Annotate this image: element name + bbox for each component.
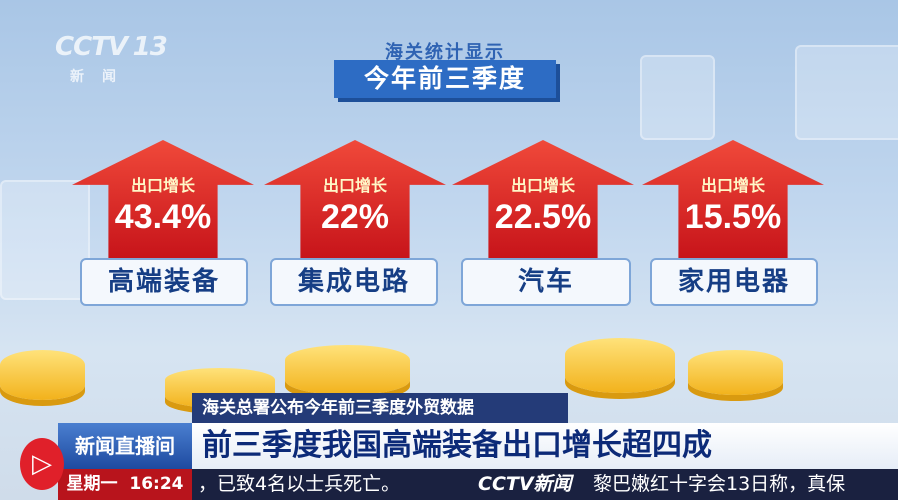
category-label: 家用电器 [650,258,818,306]
category-label: 集成电路 [270,258,438,306]
day: 星期一 [66,474,118,494]
arrow-value: 22% [320,198,390,236]
arrow-caption: 出口增长 [700,176,765,195]
bg-panel [795,45,898,140]
ticker-text: 黎巴嫩红十字会13日称，真保 [593,473,846,495]
ticker-brand-logo: CCTV新闻 [478,473,572,495]
arrow-caption: 出口增长 [130,176,195,195]
coin-stack [285,345,410,395]
arrow-value: 15.5% [684,198,782,236]
header-subtitle: 海关统计显示 [385,42,505,63]
arrow-caption: 出口增长 [322,176,387,195]
arrow-value: 43.4% [114,198,212,236]
arrow-item-2: 出口增长 22% [264,140,446,258]
program-name: 新闻直播间 [58,423,192,469]
arrow-item-3: 出口增长 22.5% [452,140,634,258]
channel-name: 新闻 [70,69,134,85]
category-label: 高端装备 [80,258,248,306]
play-logo-icon: ▷ [20,438,64,490]
arrow-item-4: 出口增长 15.5% [642,140,824,258]
coin-stack [0,350,85,400]
news-ticker: 星期一 16:24 ，已致4名以士兵死亡。 CCTV新闻 黎巴嫩红十字会13日称… [58,469,898,500]
subheadline: 海关总署公布今年前三季度外贸数据 [192,393,568,423]
channel-logo: CCTV 13 新闻 [55,32,168,85]
bg-panel [640,55,715,140]
header-title: 今年前三季度 [334,60,556,98]
clock: 星期一 16:24 [58,469,192,500]
arrow-value: 22.5% [494,198,592,236]
arrow-item-1: 出口增长 43.4% [72,140,254,258]
bg-panel [0,180,90,300]
time: 16:24 [129,474,184,494]
channel-number: 13 [132,32,168,62]
logo-text: CCTV [55,32,128,62]
coin-stack [688,350,783,395]
headline: 前三季度我国高端装备出口增长超四成 [192,423,898,469]
category-label: 汽车 [461,258,631,306]
ticker-text: ，已致4名以士兵死亡。 [198,473,401,495]
coin-stack [565,338,675,393]
arrow-caption: 出口增长 [510,176,575,195]
